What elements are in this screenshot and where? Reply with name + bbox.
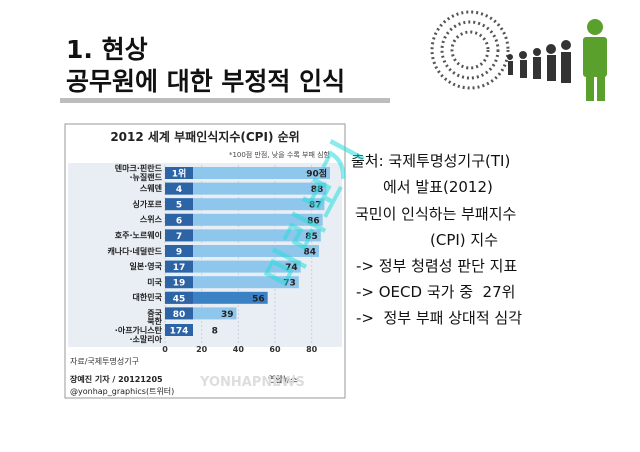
- bar: [165, 182, 327, 195]
- rank-box: [165, 229, 193, 242]
- rank-box: [165, 276, 193, 289]
- rank-label: 174: [170, 327, 189, 337]
- x-tick-label: 80: [306, 345, 318, 354]
- value-label: 87: [309, 201, 322, 211]
- value-label: 90점: [306, 168, 327, 180]
- value-label: 56: [252, 294, 265, 304]
- rank-box: [165, 213, 193, 226]
- decoration: [430, 10, 607, 101]
- value-label: 84: [303, 248, 316, 258]
- value-label: 74: [285, 263, 298, 273]
- value-label: 8: [212, 327, 218, 337]
- bar: [165, 198, 325, 211]
- bar: [165, 167, 330, 179]
- value-label: 88: [311, 185, 324, 195]
- rank-label: 19: [173, 279, 186, 289]
- category-label: 미국: [147, 277, 162, 287]
- category-label: 캐나다·네덜란드: [107, 246, 162, 256]
- rank-label: 9: [176, 248, 182, 258]
- note: -> 정부 부패 상대적 심각: [356, 309, 523, 327]
- logo: 연합뉴스: [268, 374, 298, 384]
- note: 국민이 인식하는 부패지수: [355, 205, 517, 223]
- slide-title: 1. 현상: [66, 35, 148, 64]
- source: 자료/국제투명성기구: [70, 356, 139, 366]
- category-label: 북한 ·아프가니스탄 ·소말리아: [114, 316, 162, 344]
- bar: [165, 245, 319, 257]
- rank-label: 17: [173, 263, 186, 273]
- value-label: 85: [305, 232, 318, 242]
- x-tick-label: 0: [162, 345, 168, 354]
- handle: @yonhap_graphics(트위터): [70, 387, 174, 396]
- title-underline: [60, 98, 390, 103]
- chart-subtitle: *100점 만점, 낮을 수록 부패 심함: [229, 150, 331, 159]
- note: -> OECD 국가 중 27위: [356, 283, 516, 301]
- note: 에서 발표(2012): [383, 178, 493, 196]
- rank-label: 1위: [172, 168, 187, 180]
- note: 출처: 국제투명성기구(TI): [351, 152, 511, 170]
- category-label: 중국: [147, 308, 162, 318]
- x-tick-label: 40: [233, 345, 245, 354]
- x-tick-label: 20: [196, 345, 208, 354]
- bar: [165, 213, 323, 226]
- agency-watermark: YONHAPNEWS: [199, 375, 305, 390]
- rank-box: [165, 260, 193, 273]
- category-label: 대한민국: [132, 293, 162, 303]
- rank-box: [165, 182, 193, 195]
- rank-label: 4: [176, 185, 182, 195]
- byline: 장예진 기자 / 20121205: [70, 374, 163, 384]
- rank-box: [165, 245, 193, 257]
- note: (CPI) 지수: [430, 231, 499, 249]
- category-label: 싱가포르: [132, 199, 162, 209]
- rank-box: [165, 167, 193, 179]
- value-label: 86: [307, 216, 320, 226]
- rank-label: 45: [173, 294, 186, 304]
- rank-label: 80: [173, 310, 186, 320]
- rank-label: 5: [176, 201, 182, 211]
- rank-label: 7: [176, 232, 182, 242]
- category-label: 일본·영국: [129, 262, 162, 272]
- chart-title: 2012 세계 부패인식지수(CPI) 순위: [110, 129, 299, 144]
- slide-title: 공무원에 대한 부정적 인식: [66, 67, 346, 96]
- bar: [165, 260, 301, 273]
- rank-box: [165, 291, 193, 304]
- bar: [165, 276, 299, 289]
- rank-box: [165, 324, 193, 336]
- rank-box: [165, 307, 193, 320]
- rank-label: 6: [176, 216, 182, 226]
- x-tick-label: 60: [269, 345, 281, 354]
- bar: [165, 229, 321, 242]
- category-label: 호주·노르웨이: [114, 230, 162, 240]
- category-label: 덴마크·핀란드 ·뉴질랜드: [114, 164, 162, 182]
- value-label: 39: [221, 310, 234, 320]
- category-label: 스웨덴: [139, 184, 162, 194]
- rank-box: [165, 198, 193, 211]
- note: -> 정부 청렴성 판단 지표: [356, 257, 518, 275]
- value-label: 73: [283, 279, 296, 289]
- category-label: 스위스: [139, 215, 162, 225]
